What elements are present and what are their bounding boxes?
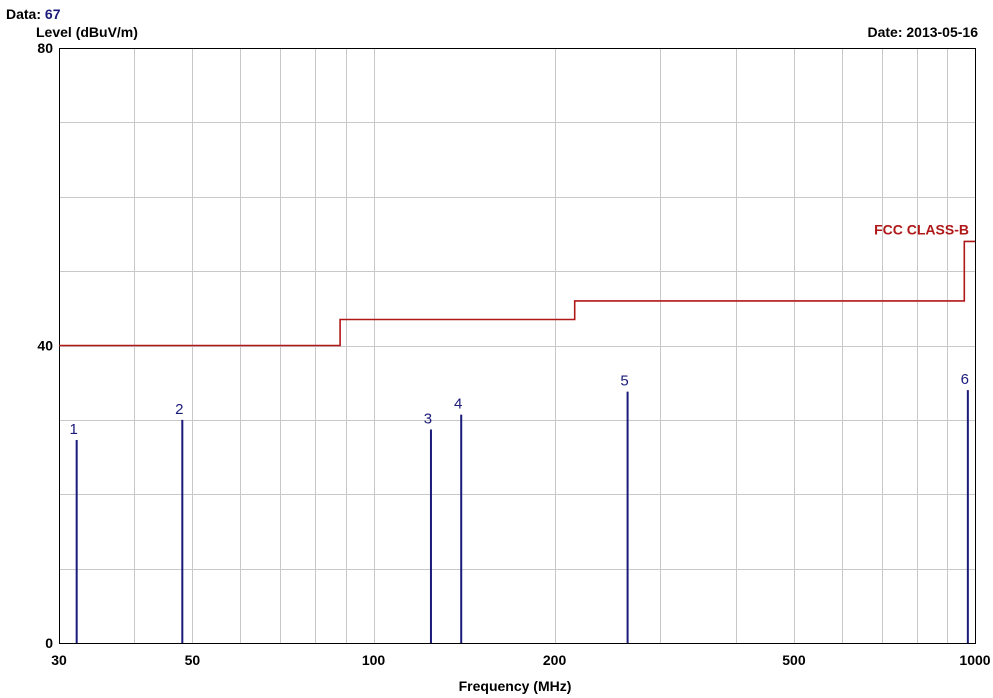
limit-line-label: FCC CLASS-B [874, 221, 969, 237]
y-tick-label: 0 [45, 635, 53, 651]
marker-label: 3 [424, 411, 432, 428]
data-number-label: Data: 67 [6, 6, 60, 22]
limit-line [59, 240, 975, 347]
marker-label: 4 [454, 396, 462, 413]
data-label-text: Data: [6, 6, 42, 22]
x-tick-label: 1000 [959, 652, 990, 668]
date-value: 2013-05-16 [906, 24, 978, 40]
y-tick-label: 80 [37, 40, 53, 56]
y-axis-label: Level (dBuV/m) [36, 24, 138, 40]
x-tick-label: 500 [782, 652, 806, 668]
marker-label: 2 [175, 401, 183, 418]
y-tick-label: 40 [37, 338, 53, 354]
x-tick-label: 200 [543, 652, 567, 668]
test-date: Date: 2013-05-16 [867, 24, 978, 40]
date-label: Date: [867, 24, 903, 40]
x-axis-label: Frequency (MHz) [458, 678, 572, 694]
x-tick-label: 30 [51, 652, 67, 668]
x-tick-label: 50 [185, 652, 201, 668]
data-number-value: 67 [44, 6, 61, 22]
marker-label: 1 [70, 421, 78, 438]
marker-label: 6 [961, 371, 969, 388]
x-tick-label: 100 [362, 652, 386, 668]
marker-label: 5 [620, 373, 628, 390]
